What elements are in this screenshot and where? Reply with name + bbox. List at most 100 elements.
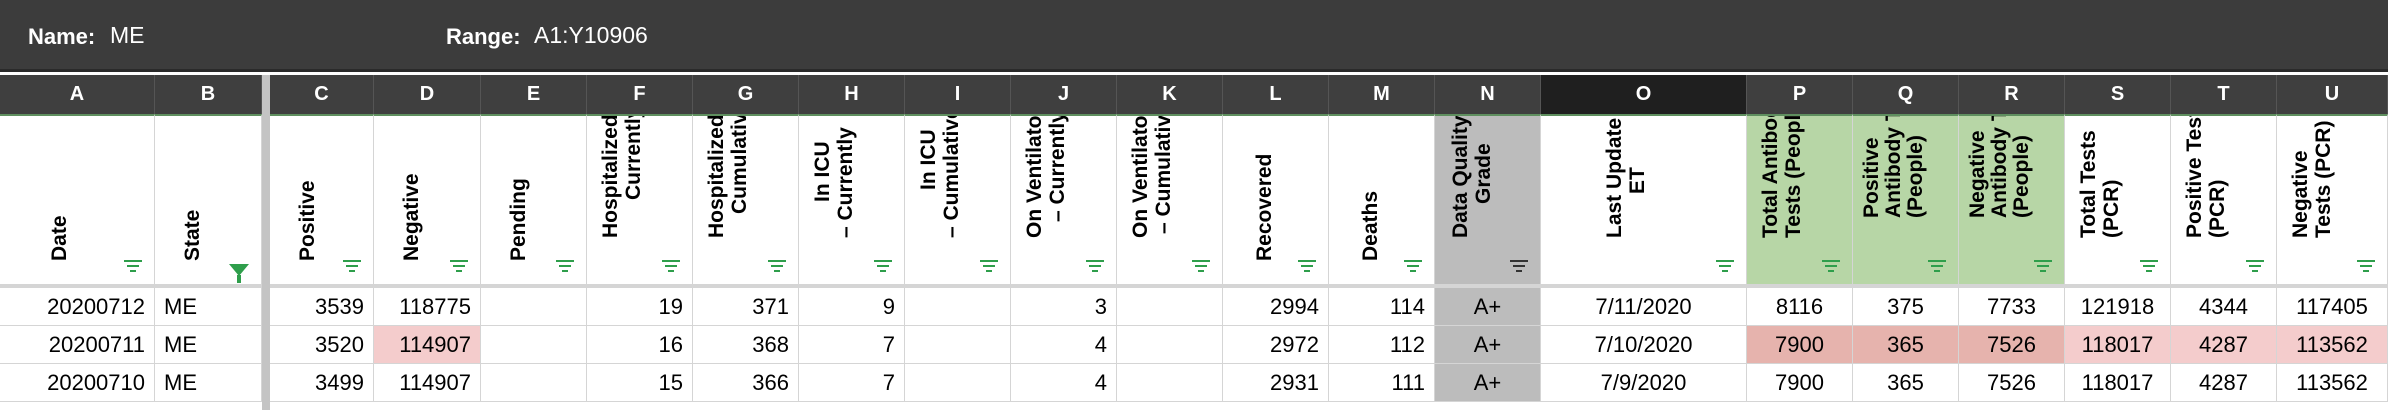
column-header-k[interactable]: K — [1117, 75, 1223, 114]
header-icu-currently[interactable]: In ICU – Currently — [799, 114, 905, 284]
cell-positive[interactable]: 3499 — [270, 364, 374, 402]
cell-antibody-total[interactable]: 7900 — [1747, 364, 1853, 402]
header-negative[interactable]: Negative — [374, 114, 481, 284]
filter-icon[interactable] — [343, 260, 361, 272]
cell-last-update[interactable]: 7/11/2020 — [1541, 288, 1747, 326]
filter-icon[interactable] — [1298, 260, 1316, 272]
filter-icon[interactable] — [1928, 260, 1946, 272]
cell-antibody-positive[interactable]: 365 — [1853, 326, 1959, 364]
column-header-j[interactable]: J — [1011, 75, 1117, 114]
active-filter-icon[interactable] — [229, 264, 249, 283]
filter-icon[interactable] — [1822, 260, 1840, 272]
cell-pcr-positive[interactable]: 4287 — [2171, 364, 2277, 402]
filter-icon[interactable] — [2140, 260, 2158, 272]
cell-icu-currently[interactable]: 7 — [799, 364, 905, 402]
column-header-c[interactable]: C — [270, 75, 374, 114]
column-header-r[interactable]: R — [1959, 75, 2065, 114]
cell-recovered[interactable]: 2931 — [1223, 364, 1329, 402]
column-header-a[interactable]: A — [0, 75, 155, 114]
cell-hospitalized-cumulative[interactable]: 371 — [693, 288, 799, 326]
cell-date[interactable]: 20200712 — [0, 288, 155, 326]
cell-grade[interactable]: A+ — [1435, 326, 1541, 364]
header-last-update[interactable]: Last Update ET — [1541, 114, 1747, 284]
column-header-s[interactable]: S — [2065, 75, 2171, 114]
filter-icon[interactable] — [768, 260, 786, 272]
column-header-n[interactable]: N — [1435, 75, 1541, 114]
cell-pending[interactable] — [481, 364, 587, 402]
header-negative-tests-pcr[interactable]: Negative Tests (PCR) — [2277, 114, 2388, 284]
column-header-d[interactable]: D — [374, 75, 481, 114]
cell-pcr-positive[interactable]: 4287 — [2171, 326, 2277, 364]
cell-ventilator-cumulative[interactable] — [1117, 288, 1223, 326]
cell-hospitalized-currently[interactable]: 16 — [587, 326, 693, 364]
cell-antibody-total[interactable]: 8116 — [1747, 288, 1853, 326]
filter-icon[interactable] — [450, 260, 468, 272]
header-positive[interactable]: Positive — [270, 114, 374, 284]
header-total-antibody-tests[interactable]: Total Antibody Tests (People) — [1747, 114, 1853, 284]
cell-negative[interactable]: 114907 — [374, 326, 481, 364]
filter-icon[interactable] — [2357, 260, 2375, 272]
header-positive-antibody-tests[interactable]: Positive Antibody Tests (People) — [1853, 114, 1959, 284]
filter-icon[interactable] — [662, 260, 680, 272]
filter-icon[interactable] — [980, 260, 998, 272]
header-state[interactable]: State — [155, 114, 262, 284]
cell-ventilator-currently[interactable]: 4 — [1011, 326, 1117, 364]
cell-pending[interactable] — [481, 288, 587, 326]
cell-antibody-negative[interactable]: 7526 — [1959, 326, 2065, 364]
cell-grade[interactable]: A+ — [1435, 364, 1541, 402]
column-header-q[interactable]: Q — [1853, 75, 1959, 114]
cell-state[interactable]: ME — [155, 326, 262, 364]
column-header-b[interactable]: B — [155, 75, 262, 114]
column-header-g[interactable]: G — [693, 75, 799, 114]
cell-pcr-total[interactable]: 121918 — [2065, 288, 2171, 326]
cell-ventilator-currently[interactable]: 4 — [1011, 364, 1117, 402]
cell-antibody-negative[interactable]: 7526 — [1959, 364, 2065, 402]
cell-antibody-total[interactable]: 7900 — [1747, 326, 1853, 364]
cell-pcr-negative[interactable]: 113562 — [2277, 364, 2388, 402]
cell-icu-cumulative[interactable] — [905, 364, 1011, 402]
header-ventilator-currently[interactable]: On Ventilator – Currently — [1011, 114, 1117, 284]
cell-negative[interactable]: 114907 — [374, 364, 481, 402]
column-header-t[interactable]: T — [2171, 75, 2277, 114]
header-negative-antibody-tests[interactable]: Negative Antibody Tests (People) — [1959, 114, 2065, 284]
header-date[interactable]: Date — [0, 114, 155, 284]
column-header-u[interactable]: U — [2277, 75, 2388, 114]
filter-icon[interactable] — [124, 260, 142, 272]
column-header-e[interactable]: E — [481, 75, 587, 114]
filter-icon[interactable] — [1086, 260, 1104, 272]
cell-hospitalized-currently[interactable]: 19 — [587, 288, 693, 326]
cell-negative[interactable]: 118775 — [374, 288, 481, 326]
header-positive-tests-pcr[interactable]: Positive Tests (PCR) — [2171, 114, 2277, 284]
cell-hospitalized-cumulative[interactable]: 366 — [693, 364, 799, 402]
cell-pending[interactable] — [481, 326, 587, 364]
cell-state[interactable]: ME — [155, 288, 262, 326]
header-icu-cumulative[interactable]: In ICU – Cumulative — [905, 114, 1011, 284]
cell-recovered[interactable]: 2972 — [1223, 326, 1329, 364]
column-header-i[interactable]: I — [905, 75, 1011, 114]
header-pending[interactable]: Pending — [481, 114, 587, 284]
cell-hospitalized-currently[interactable]: 15 — [587, 364, 693, 402]
column-header-p[interactable]: P — [1747, 75, 1853, 114]
cell-date[interactable]: 20200710 — [0, 364, 155, 402]
cell-antibody-positive[interactable]: 365 — [1853, 364, 1959, 402]
cell-pcr-positive[interactable]: 4344 — [2171, 288, 2277, 326]
cell-icu-currently[interactable]: 7 — [799, 326, 905, 364]
cell-deaths[interactable]: 111 — [1329, 364, 1435, 402]
column-header-m[interactable]: M — [1329, 75, 1435, 114]
cell-positive[interactable]: 3539 — [270, 288, 374, 326]
cell-ventilator-currently[interactable]: 3 — [1011, 288, 1117, 326]
cell-pcr-total[interactable]: 118017 — [2065, 364, 2171, 402]
cell-pcr-negative[interactable]: 113562 — [2277, 326, 2388, 364]
cell-date[interactable]: 20200711 — [0, 326, 155, 364]
column-header-o[interactable]: O — [1541, 75, 1747, 114]
cell-pcr-negative[interactable]: 117405 — [2277, 288, 2388, 326]
header-data-quality-grade[interactable]: Data Quality Grade — [1435, 114, 1541, 284]
name-value[interactable]: ME — [110, 22, 145, 48]
cell-grade[interactable]: A+ — [1435, 288, 1541, 326]
cell-ventilator-cumulative[interactable] — [1117, 326, 1223, 364]
cell-hospitalized-cumulative[interactable]: 368 — [693, 326, 799, 364]
filter-icon[interactable] — [1404, 260, 1422, 272]
filter-icon[interactable] — [1192, 260, 1210, 272]
cell-antibody-positive[interactable]: 375 — [1853, 288, 1959, 326]
filter-icon[interactable] — [1510, 260, 1528, 272]
